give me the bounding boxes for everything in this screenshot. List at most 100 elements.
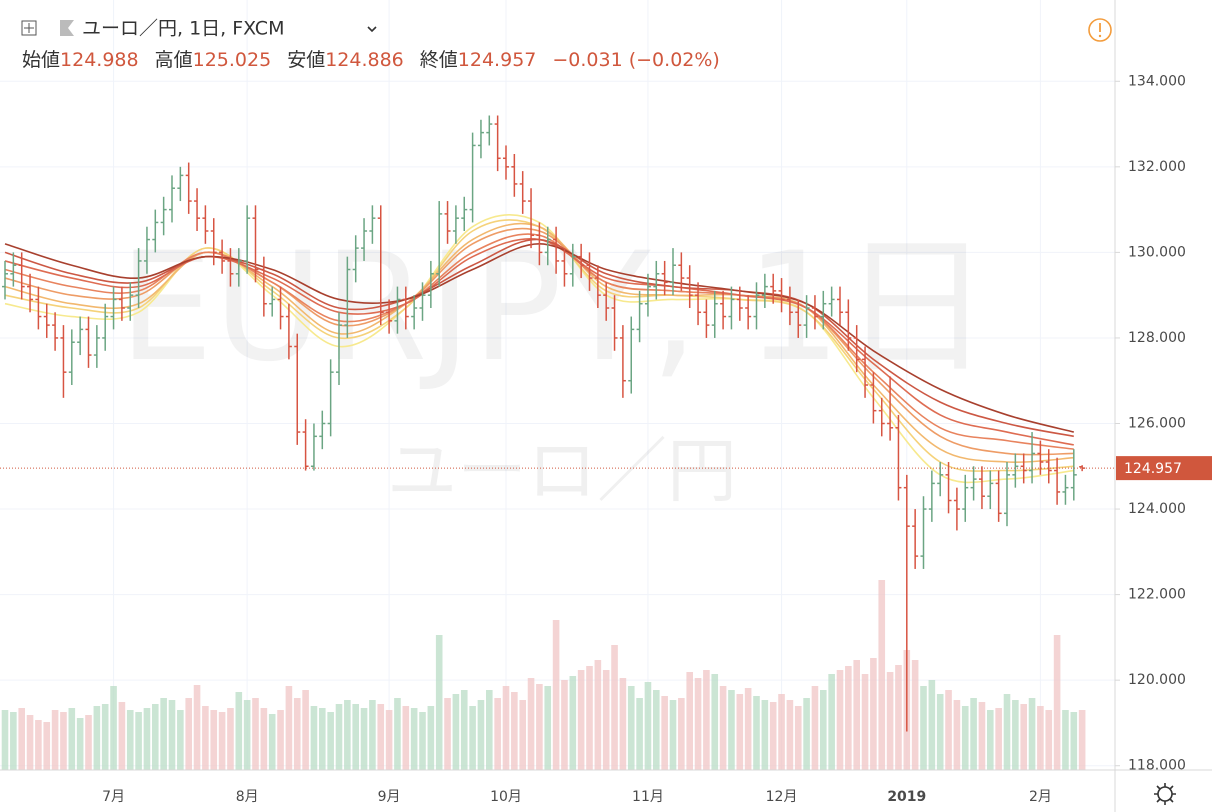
volume-bar <box>928 680 936 770</box>
volume-bar <box>444 698 451 770</box>
volume-bar <box>477 700 485 770</box>
volume-bar <box>227 708 234 770</box>
ohlc-value: 124.886 <box>325 49 404 71</box>
x-tick-label: 8月 <box>236 789 259 805</box>
volume-bar <box>344 700 351 770</box>
ohlc-value: 125.025 <box>193 49 272 71</box>
expand-icon[interactable] <box>21 20 37 36</box>
volume-bar <box>68 708 76 770</box>
volume-bar <box>803 698 810 770</box>
volume-bar <box>419 712 426 770</box>
volume-bar <box>18 708 25 770</box>
volume-bar <box>811 686 819 770</box>
volume-bar <box>177 710 184 770</box>
x-tick-label: 12月 <box>766 789 798 805</box>
volume-bar <box>953 700 961 770</box>
symbol[interactable]: ユーロ／円, 1日, FXCM <box>82 18 284 40</box>
volume-bar <box>460 690 468 770</box>
y-tick-label: 126.000 <box>1128 416 1186 432</box>
volume-bar <box>243 700 251 770</box>
volume-bar <box>377 704 385 770</box>
volume-bar <box>310 706 318 770</box>
volume-bar <box>394 698 401 770</box>
volume-bar <box>435 635 443 770</box>
volume-bar <box>970 698 977 770</box>
volume-bar <box>135 712 142 770</box>
volume-bar <box>26 715 34 770</box>
watermark-sub: ユーロ／円 <box>387 430 737 512</box>
volume-bar <box>978 702 986 770</box>
last-price-box <box>1116 456 1212 481</box>
volume-bar <box>319 708 326 770</box>
volume-bar <box>694 678 702 770</box>
y-tick-label: 120.000 <box>1128 672 1186 688</box>
volume-bar <box>711 674 719 770</box>
ohlc-label: 安値 <box>287 49 325 71</box>
settings-icon <box>1154 783 1176 805</box>
y-tick-label: 124.000 <box>1128 501 1186 517</box>
volume-bar <box>561 680 568 770</box>
volume-bar <box>260 708 268 770</box>
volume-bar <box>1028 698 1036 770</box>
dropdown-caret[interactable] <box>367 26 377 33</box>
x-tick-label: 2019 <box>887 789 926 805</box>
volume-bar <box>43 722 51 770</box>
volume-bar <box>845 666 852 770</box>
volume-bar <box>870 658 877 770</box>
volume-bar <box>277 710 284 770</box>
volume-bar <box>143 708 151 770</box>
volume-bar <box>728 690 735 770</box>
volume-bar <box>1037 706 1044 770</box>
volume-bar <box>644 682 652 770</box>
volume-bar <box>527 678 535 770</box>
volume-bar <box>669 700 677 770</box>
volume-bar <box>794 706 802 770</box>
volume-bar <box>60 712 67 770</box>
toolbar: ユーロ／円, 1日, FXCM 始値124.988 高値125.025 安値124.… <box>21 18 1176 805</box>
y-tick-label: 122.000 <box>1128 587 1186 603</box>
volume-bar <box>360 708 368 770</box>
volume-bar <box>602 670 610 770</box>
x-tick-label: 7月 <box>102 789 125 805</box>
volume-bar <box>1 710 9 770</box>
volume-bar <box>285 686 293 770</box>
alert-icon[interactable] <box>1088 18 1112 42</box>
volume-bar <box>678 698 685 770</box>
volume-bar <box>577 670 585 770</box>
volume-bar <box>302 690 309 770</box>
y-tick-label: 134.000 <box>1128 73 1186 89</box>
ohlc-label: 終値 <box>420 49 458 71</box>
volume-bar <box>661 696 668 770</box>
volume-bar <box>820 690 827 770</box>
volume-bar <box>352 704 359 770</box>
volume-bar <box>594 660 602 770</box>
volume-bar <box>736 694 744 770</box>
volume-bar <box>1070 712 1078 770</box>
volume-bar <box>210 710 218 770</box>
volume-bar <box>920 686 927 770</box>
volume-bar <box>511 692 518 770</box>
volume-bar <box>268 714 276 770</box>
volume-bar <box>427 706 435 770</box>
volume <box>1 580 1086 770</box>
volume-bar <box>452 694 460 770</box>
alert-icon <box>1098 34 1102 38</box>
volume-bar <box>293 698 301 770</box>
volume-bar <box>945 690 952 770</box>
volume-bar <box>252 698 259 770</box>
ohlc-values: 始値124.988 高値125.025 安値124.886 終値124.957 −0.0… <box>22 49 720 71</box>
volume-bar <box>118 702 126 770</box>
volume-bar <box>878 580 886 770</box>
volume-bar <box>35 720 42 770</box>
volume-bar <box>569 676 577 770</box>
volume-bar <box>1078 710 1086 770</box>
volume-bar <box>519 700 526 770</box>
volume-bar <box>335 704 343 770</box>
volume-bar <box>761 700 769 770</box>
volume-bar <box>895 665 902 770</box>
volume-bar <box>202 706 209 770</box>
volume-bar <box>828 674 835 770</box>
volume-bar <box>861 674 869 770</box>
